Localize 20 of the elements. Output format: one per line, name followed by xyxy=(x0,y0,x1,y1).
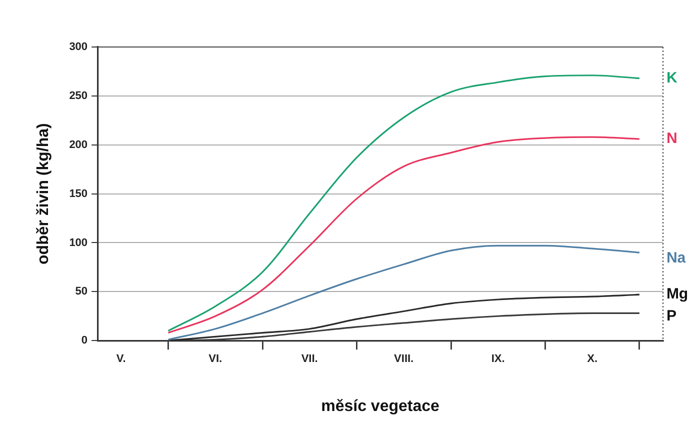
series-label: P xyxy=(666,307,676,324)
y-tick-label: 50 xyxy=(75,286,88,298)
x-tick-label: VI. xyxy=(208,353,222,366)
series-label: Mg xyxy=(666,286,688,303)
y-tick-label: 300 xyxy=(69,41,88,54)
x-tick-label: IX. xyxy=(491,353,505,366)
y-axis-title: odběr živin (kg/ha) xyxy=(35,123,52,264)
series-label: Na xyxy=(666,250,686,267)
series-label: K xyxy=(666,69,678,86)
y-tick-label: 200 xyxy=(69,138,88,151)
x-tick-label: X. xyxy=(587,353,598,366)
x-axis-title: měsíc vegetace xyxy=(321,398,440,415)
series-label: N xyxy=(666,130,678,148)
x-tick-label: VIII. xyxy=(394,353,414,366)
y-tick-label: 100 xyxy=(69,236,88,249)
x-tick-label: V. xyxy=(116,353,126,366)
y-tick-label: 150 xyxy=(69,188,88,200)
x-tick-label: VII. xyxy=(301,353,318,366)
y-tick-label: 0 xyxy=(81,334,88,347)
y-tick-label: 250 xyxy=(69,90,88,102)
